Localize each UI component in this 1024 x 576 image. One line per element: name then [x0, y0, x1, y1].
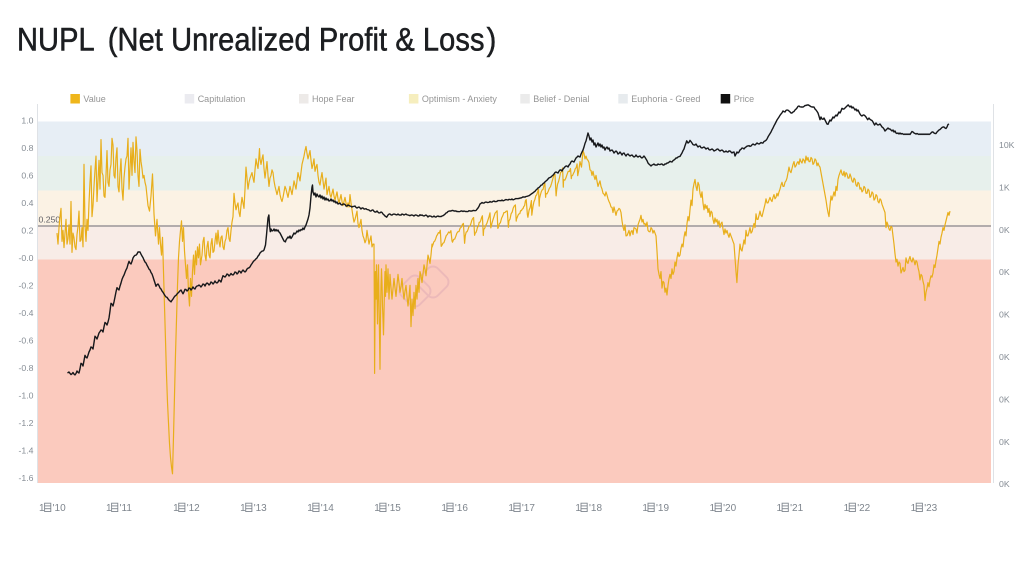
svg-text:'16: '16 — [455, 503, 468, 514]
svg-text:0K: 0K — [999, 267, 1010, 277]
svg-text:0K: 0K — [999, 352, 1010, 362]
svg-text:Value: Value — [83, 94, 105, 104]
svg-text:-1.4: -1.4 — [19, 445, 34, 455]
svg-text:-1.0: -1.0 — [19, 390, 34, 400]
svg-text:-0.6: -0.6 — [19, 335, 34, 345]
svg-text:0.4: 0.4 — [21, 198, 33, 208]
svg-text:'22: '22 — [857, 503, 870, 514]
svg-text:1K: 1K — [999, 182, 1010, 192]
svg-text:10K: 10K — [999, 140, 1015, 150]
svg-text:Belief - Denial: Belief - Denial — [533, 94, 589, 104]
svg-text:0.6: 0.6 — [21, 170, 33, 180]
svg-text:1: 1 — [374, 503, 380, 514]
svg-text:'17: '17 — [522, 503, 535, 514]
svg-text:0K: 0K — [999, 394, 1010, 404]
svg-text:1: 1 — [240, 503, 246, 514]
svg-text:'18: '18 — [589, 503, 602, 514]
svg-text:Price: Price — [734, 94, 755, 104]
svg-text:'13: '13 — [254, 503, 267, 514]
svg-text:'20: '20 — [723, 503, 736, 514]
svg-text:0K: 0K — [999, 479, 1010, 489]
svg-text:'11: '11 — [120, 503, 133, 514]
svg-text:'21: '21 — [790, 503, 803, 514]
svg-text:'12: '12 — [187, 503, 200, 514]
svg-text:1: 1 — [106, 503, 112, 514]
svg-text:1: 1 — [911, 503, 917, 514]
svg-text:-1.2: -1.2 — [19, 418, 34, 428]
svg-text:1: 1 — [508, 503, 514, 514]
svg-text:1: 1 — [844, 503, 850, 514]
svg-text:Optimism - Anxiety: Optimism - Anxiety — [422, 94, 498, 104]
svg-text:'15: '15 — [388, 503, 401, 514]
svg-text:'10: '10 — [53, 503, 66, 514]
svg-text:0.250: 0.250 — [39, 215, 61, 225]
svg-text:-0.2: -0.2 — [19, 280, 34, 290]
svg-text:1: 1 — [642, 503, 648, 514]
svg-text:0.2: 0.2 — [21, 225, 33, 235]
svg-text:'14: '14 — [321, 503, 334, 514]
svg-text:1.0: 1.0 — [21, 115, 33, 125]
svg-text:-0.0: -0.0 — [19, 253, 34, 263]
svg-text:Euphoria - Greed: Euphoria - Greed — [631, 94, 700, 104]
svg-text:'19: '19 — [656, 503, 669, 514]
svg-text:1: 1 — [710, 503, 716, 514]
svg-text:1: 1 — [307, 503, 313, 514]
svg-text:Hope Fear: Hope Fear — [312, 94, 355, 104]
svg-text:Capitulation: Capitulation — [198, 94, 246, 104]
svg-text:1: 1 — [575, 503, 581, 514]
svg-text:0K: 0K — [999, 437, 1010, 447]
svg-text:-0.4: -0.4 — [19, 308, 34, 318]
svg-text:1: 1 — [441, 503, 447, 514]
svg-text:0.8: 0.8 — [21, 143, 33, 153]
svg-text:0K: 0K — [999, 310, 1010, 320]
svg-text:'23: '23 — [924, 503, 937, 514]
svg-text:0K: 0K — [999, 225, 1010, 235]
svg-text:1: 1 — [39, 503, 45, 514]
svg-text:-0.8: -0.8 — [19, 363, 34, 373]
svg-text:1: 1 — [173, 503, 179, 514]
svg-text:1: 1 — [777, 503, 783, 514]
svg-text:-1.6: -1.6 — [19, 473, 34, 483]
